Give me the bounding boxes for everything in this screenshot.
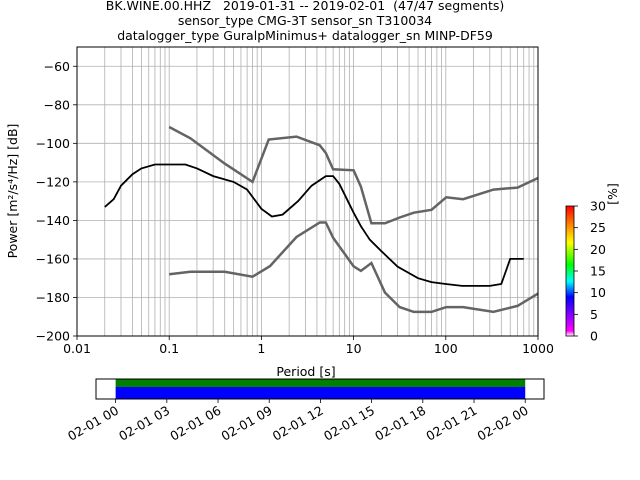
x-tick-label: 1 bbox=[257, 341, 265, 356]
y-tick-label: −140 bbox=[36, 213, 70, 228]
plot-frame bbox=[76, 46, 539, 337]
timeline-tick-label: 02-01 18 bbox=[372, 403, 428, 444]
timeline-tick-label: 02-01 06 bbox=[167, 403, 223, 444]
colorbar-tick-label: 15 bbox=[590, 264, 606, 279]
colorbar-tick-label: 25 bbox=[590, 220, 606, 235]
noise-model-low bbox=[169, 221, 538, 314]
x-tick-label: 0.1 bbox=[159, 341, 179, 356]
mean-line bbox=[104, 163, 524, 287]
chart-subtitle-datalogger: datalogger_type GuralpMinimus+ datalogge… bbox=[117, 28, 493, 43]
y-tick-label: −180 bbox=[36, 290, 70, 305]
timeline-tick-label: 02-02 00 bbox=[475, 403, 531, 444]
timeline-tick-label: 02-01 21 bbox=[423, 403, 479, 444]
y-tick-label: −200 bbox=[36, 329, 70, 344]
x-tick-label: 1000 bbox=[522, 341, 554, 356]
colorbar-tick-label: 20 bbox=[590, 242, 606, 257]
timeline-tick-label: 02-01 03 bbox=[116, 403, 172, 444]
axes: −200 −180 −160 −140 −120 −100 −80 −60 0.01 0.1 1 10… bbox=[36, 59, 554, 356]
y-axis-label: Power [m²/s⁴/Hz] [dB] bbox=[5, 124, 20, 259]
colorbar-tick-label: 10 bbox=[590, 285, 606, 300]
chart-subtitle-sensor: sensor_type CMG-3T sensor_sn T310034 bbox=[177, 13, 433, 28]
y-tick-label: −80 bbox=[44, 97, 70, 112]
noise-model-high bbox=[168, 125, 538, 225]
colorbar-label: [%] bbox=[605, 183, 620, 205]
x-tick-label: 0.01 bbox=[63, 341, 91, 356]
noise-models bbox=[168, 125, 538, 314]
colorbar-tick-label: 30 bbox=[590, 199, 606, 214]
timeline-tick-label: 02-01 12 bbox=[270, 403, 326, 444]
x-tick-label: 100 bbox=[434, 341, 458, 356]
timeline-bar-blue bbox=[115, 387, 526, 399]
colorbar-tick-label: 0 bbox=[590, 329, 598, 344]
x-axis-label: Period [s] bbox=[276, 364, 335, 379]
mean-curve bbox=[104, 163, 524, 287]
colorbar-tick-label: 5 bbox=[590, 307, 598, 322]
y-tick-label: −120 bbox=[36, 174, 70, 189]
chart-title: BK.WINE.00.HHZ 2019-01-31 -- 2019-02-01 … bbox=[105, 0, 505, 13]
y-tick-label: −160 bbox=[36, 251, 70, 266]
timeline-frame bbox=[95, 378, 545, 400]
timeline-bar-green bbox=[115, 379, 526, 387]
timeline-tick-label: 02-01 15 bbox=[321, 403, 377, 444]
x-tick-label: 10 bbox=[346, 341, 362, 356]
y-tick-label: −60 bbox=[44, 59, 70, 74]
timeline-tick-label: 02-01 00 bbox=[65, 403, 121, 444]
colorbar bbox=[565, 205, 575, 337]
timeline-tick-label: 02-01 09 bbox=[219, 403, 275, 444]
colorbar-ticks: 0 5 10 15 20 25 30 bbox=[574, 199, 606, 344]
y-tick-label: −100 bbox=[36, 136, 70, 151]
